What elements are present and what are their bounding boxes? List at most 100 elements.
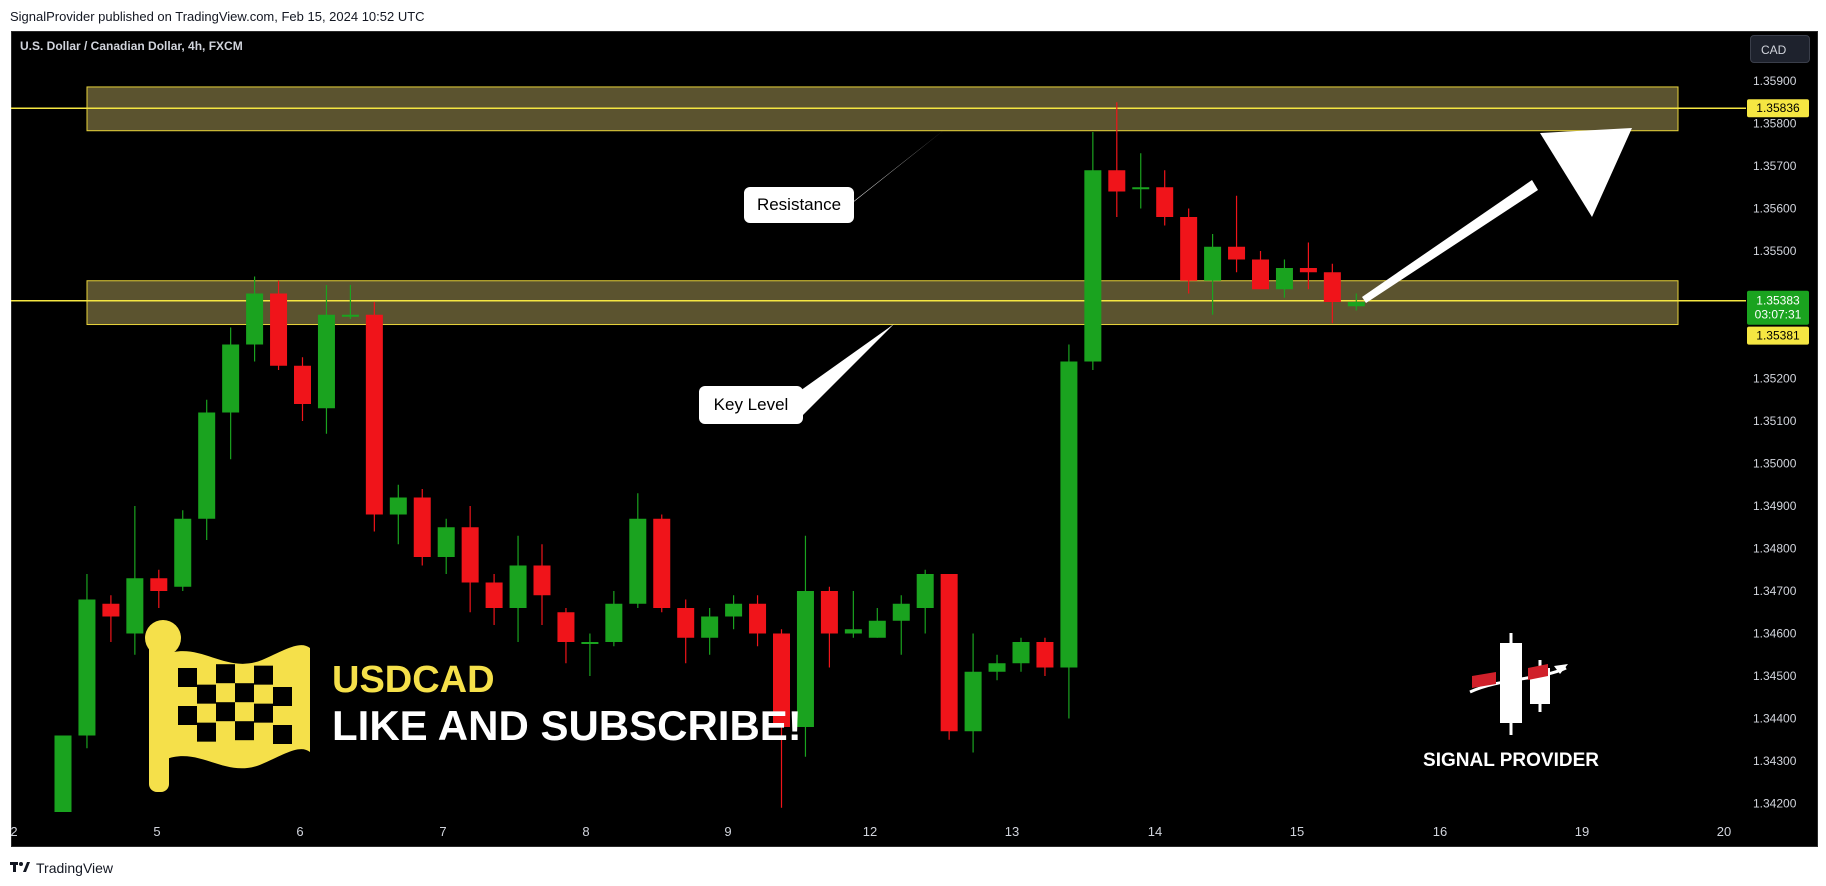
- candle-body: [749, 603, 767, 634]
- candle-body: [1180, 217, 1198, 281]
- candle-body: [940, 574, 958, 732]
- candle: [773, 629, 790, 808]
- key-level-label: Key Level: [714, 395, 789, 414]
- candle: [246, 276, 264, 362]
- candle: [964, 633, 982, 753]
- flag-checker-square: [216, 702, 235, 722]
- candle: [437, 518, 455, 574]
- candle-body: [78, 599, 96, 736]
- candle-body: [174, 518, 192, 587]
- candle: [749, 595, 767, 647]
- candle-body: [653, 518, 671, 608]
- flag-checker-pattern: [178, 664, 292, 744]
- signal-provider-logo-icon: [1469, 633, 1568, 735]
- price-tick-label: 1.34300: [1753, 754, 1797, 768]
- candle-body: [365, 314, 383, 515]
- tradingview-brand: TradingView: [36, 860, 114, 876]
- countdown-label: 03:07:31: [1755, 308, 1802, 322]
- currency-button[interactable]: CAD: [1750, 35, 1810, 63]
- candle-body: [725, 603, 743, 617]
- flag-checker-square: [273, 687, 292, 706]
- candle-body: [509, 565, 527, 608]
- candle-body: [988, 663, 1006, 672]
- candle-body: [677, 608, 695, 638]
- flag-checker-square: [178, 706, 197, 725]
- candle-body: [533, 565, 551, 596]
- candle-body: [1275, 268, 1293, 290]
- candle-body: [294, 365, 311, 404]
- candle: [413, 489, 431, 566]
- time-tick-label: 12: [863, 824, 877, 839]
- candle-body: [102, 603, 120, 617]
- candle: [150, 569, 168, 608]
- time-tick-label: 13: [1005, 824, 1019, 839]
- candle: [461, 506, 479, 613]
- candle-body: [1036, 642, 1054, 668]
- candle-body: [892, 603, 910, 621]
- key-level-callout-pointer: [790, 324, 894, 418]
- candle-body: [1084, 170, 1102, 362]
- price-tick-label: 1.35500: [1753, 244, 1797, 258]
- candle: [78, 574, 96, 749]
- checkered-flag-icon: [145, 620, 310, 792]
- flag-checker-square: [197, 722, 216, 742]
- candle: [1275, 259, 1293, 298]
- candle-body: [54, 735, 72, 812]
- price-label-resistance: [1747, 99, 1809, 118]
- candle-body: [317, 314, 335, 409]
- arrow-head-icon: [1540, 128, 1632, 217]
- candle-body: [1204, 246, 1222, 281]
- candle-body: [126, 578, 144, 634]
- candle: [317, 285, 335, 434]
- key-level-callout-box: [699, 386, 803, 424]
- candle: [222, 327, 240, 460]
- candle-body: [1060, 361, 1078, 668]
- candle-body: [485, 582, 503, 608]
- flag-checker-square: [216, 664, 235, 684]
- time-tick-label: 20: [1717, 824, 1731, 839]
- price-tick-label: 1.34200: [1753, 797, 1797, 811]
- candle-body: [1132, 187, 1150, 190]
- candle: [341, 285, 359, 319]
- candle: [605, 591, 623, 647]
- candle-body: [557, 612, 575, 642]
- candle: [1108, 102, 1126, 217]
- candle-body: [1347, 302, 1365, 307]
- candle-body: [1012, 642, 1030, 664]
- candle: [1012, 637, 1030, 672]
- candle: [126, 506, 144, 655]
- candle: [102, 595, 120, 642]
- candle-body: [341, 314, 359, 317]
- candle: [653, 514, 671, 613]
- footer: TradingView: [10, 860, 113, 876]
- key-level-callout: Key Level: [699, 324, 894, 424]
- tradingview-logo-icon: [10, 860, 30, 876]
- candle-body: [820, 591, 838, 634]
- candle-body: [1228, 246, 1246, 260]
- candle: [294, 357, 311, 421]
- candle: [198, 399, 216, 540]
- symbol-title: U.S. Dollar / Canadian Dollar, 4h, FXCM: [20, 39, 243, 53]
- price-tick-label: 1.34700: [1753, 584, 1797, 598]
- publisher-header: SignalProvider published on TradingView.…: [10, 9, 425, 24]
- candle-body: [461, 527, 479, 583]
- candle: [892, 595, 910, 655]
- candle: [1347, 293, 1365, 311]
- candle: [485, 574, 503, 625]
- candle: [581, 633, 599, 676]
- candle-body: [1108, 170, 1126, 192]
- candle: [174, 510, 192, 591]
- candle: [1084, 132, 1102, 370]
- candle-body: [1252, 259, 1269, 290]
- price-axis: 1.35900 1.35800 1.35700 1.35600 1.35500 1.352…: [1753, 74, 1797, 811]
- candle: [389, 484, 407, 545]
- time-tick-label: 5: [153, 824, 160, 839]
- candles-layer: [54, 102, 1365, 812]
- flag-checker-square: [235, 683, 254, 703]
- resistance-callout-pointer: [836, 130, 944, 216]
- candle: [868, 608, 886, 638]
- price-tick-label: 1.35800: [1753, 117, 1797, 131]
- candle-body: [150, 578, 168, 591]
- resistance-callout: Resistance: [744, 130, 944, 223]
